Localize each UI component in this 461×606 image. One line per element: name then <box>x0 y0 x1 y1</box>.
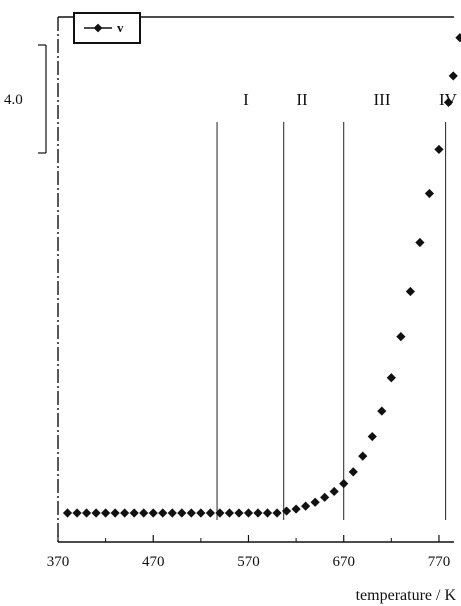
data-point <box>448 71 458 81</box>
data-point <box>139 508 149 518</box>
legend-marker <box>93 23 103 33</box>
x-tick-label: 670 <box>332 554 355 570</box>
x-tick-label: 370 <box>47 554 70 570</box>
data-point <box>386 373 396 383</box>
data-point <box>291 504 301 514</box>
data-point <box>339 479 349 489</box>
data-point <box>72 508 82 518</box>
x-tick-label: 470 <box>142 554 165 570</box>
data-point <box>358 451 368 461</box>
data-point <box>148 508 158 518</box>
data-point <box>424 188 435 199</box>
region-label-ii: II <box>296 90 308 109</box>
data-point <box>377 406 387 416</box>
data-point <box>196 508 206 518</box>
x-axis-label: temperature / K <box>356 587 457 604</box>
data-point <box>91 508 101 518</box>
data-point <box>110 508 120 518</box>
data-point <box>320 492 330 502</box>
data-point <box>367 431 377 442</box>
x-tick-label: 770 <box>428 554 451 570</box>
x-axis: 370 470 570 670 770 <box>47 535 450 570</box>
data-point <box>177 508 187 518</box>
data-point <box>281 506 292 516</box>
legend-label: v <box>117 20 124 35</box>
data-point <box>158 508 168 518</box>
scale-bar-label: 4.0 <box>4 92 23 108</box>
scale-bar: 4.0 <box>4 44 47 154</box>
data-point <box>224 508 235 518</box>
data-point <box>272 508 282 518</box>
data-point <box>62 508 73 518</box>
data-point <box>415 237 425 248</box>
data-point <box>348 467 358 477</box>
data-point <box>205 508 215 518</box>
data-point <box>262 508 273 518</box>
data-point <box>120 508 130 518</box>
series-v-points <box>62 33 461 518</box>
data-point <box>434 144 444 155</box>
data-point <box>443 97 454 107</box>
data-point <box>329 486 339 497</box>
data-point <box>215 508 225 518</box>
data-point <box>186 508 196 518</box>
region-label-iii: III <box>374 90 391 109</box>
data-point <box>405 286 415 297</box>
data-point <box>81 508 92 518</box>
data-point <box>396 332 406 342</box>
data-point <box>253 508 263 518</box>
x-tick-label: 570 <box>237 554 260 570</box>
data-point <box>234 508 244 518</box>
data-point <box>129 508 139 518</box>
data-point <box>310 497 320 507</box>
data-point <box>101 508 111 518</box>
region-boundaries: IIIIIIIV <box>216 90 458 520</box>
plot-frame <box>57 16 454 543</box>
data-point <box>301 501 311 511</box>
region-label-i: I <box>243 90 249 109</box>
data-point <box>167 508 177 518</box>
data-point <box>243 508 254 518</box>
data-point <box>455 33 461 43</box>
legend: v <box>73 12 141 44</box>
